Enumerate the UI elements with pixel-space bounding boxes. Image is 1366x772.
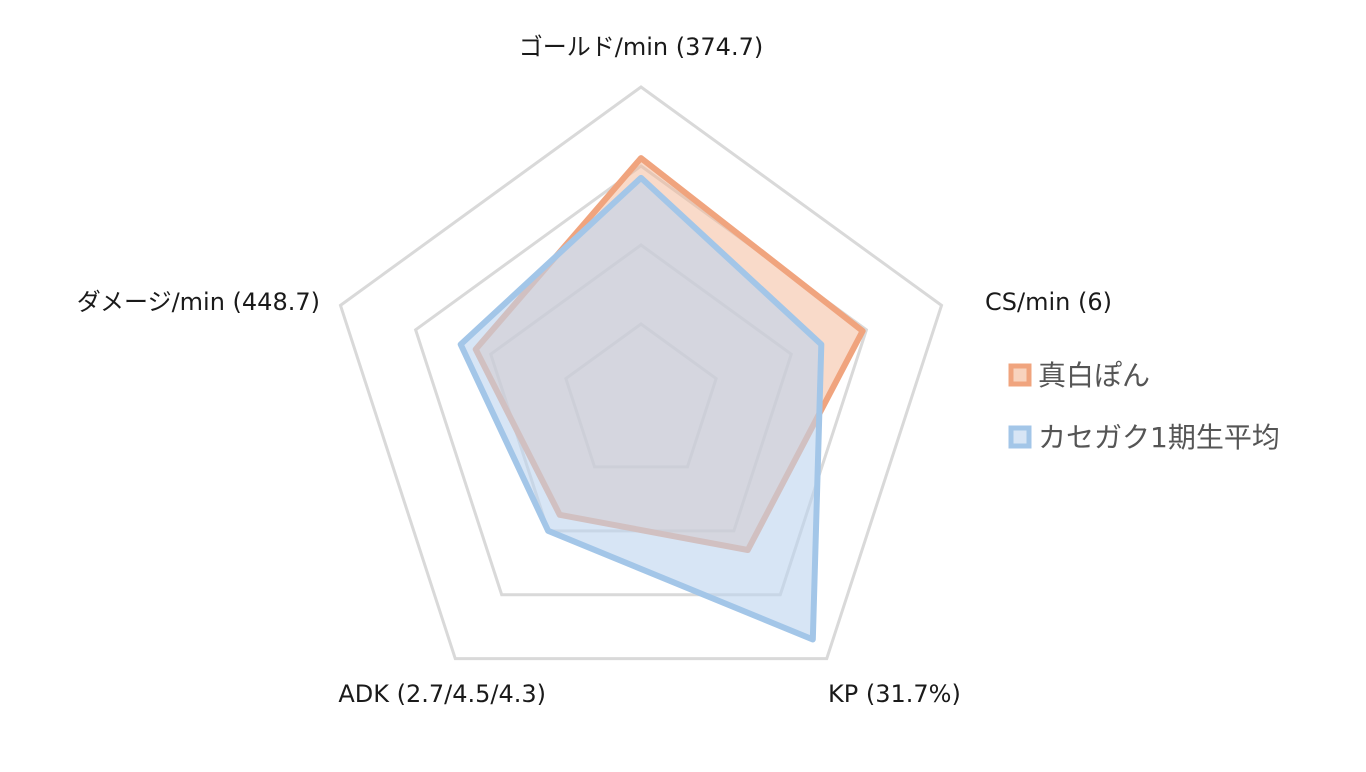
axis-label-layer: ゴールド/min (374.7) CS/min (6) KP (31.7%) ADK … xyxy=(77,33,1112,708)
series-1-point-3 xyxy=(545,528,551,534)
axis-label-0: ゴールド/min (374.7) xyxy=(519,33,763,61)
series-1-point-2 xyxy=(810,636,816,642)
legend-label-1: カセガク1期生平均 xyxy=(1038,421,1280,454)
axis-label-4: ダメージ/min (448.7) xyxy=(77,288,320,316)
legend-swatch-1 xyxy=(1008,425,1032,449)
series-layer xyxy=(457,155,866,643)
legend-label-0: 真白ぽん xyxy=(1038,359,1150,392)
series-0-point-1 xyxy=(860,328,866,334)
series-1-point-1 xyxy=(818,341,824,347)
grid-ring-4 xyxy=(338,85,944,661)
series-1-point-0 xyxy=(638,175,644,181)
series-polygon-1 xyxy=(457,174,825,643)
axis-label-3: ADK (2.7/4.5/4.3) xyxy=(338,680,546,708)
axis-label-1: CS/min (6) xyxy=(985,288,1112,316)
series-1-point-4 xyxy=(458,341,464,347)
legend-swatch-0 xyxy=(1008,363,1032,387)
series-0-point-0 xyxy=(638,155,644,161)
axis-label-2: KP (31.7%) xyxy=(828,680,961,708)
